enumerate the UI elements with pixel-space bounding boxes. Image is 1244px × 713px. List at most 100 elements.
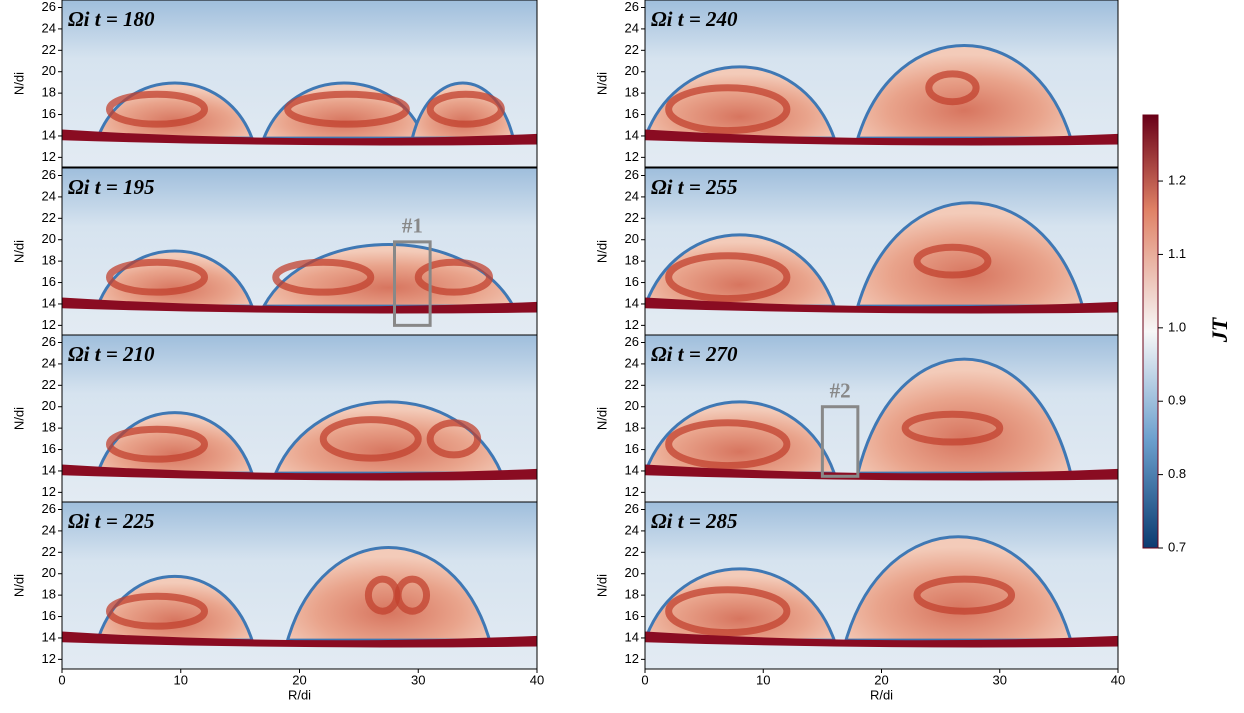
- current-sheet: [62, 631, 537, 648]
- colorbar-tick-label: 1.2: [1168, 172, 1186, 187]
- rope-core: [106, 90, 208, 128]
- y-tick-label: 26: [625, 167, 639, 182]
- y-tick-label: 16: [625, 441, 639, 456]
- panel-title: Ωi t = 225: [68, 509, 155, 533]
- y-tick-label: 18: [625, 587, 639, 602]
- rope-core: [272, 258, 375, 296]
- y-tick-label: 26: [42, 334, 56, 349]
- y-axis-label: N/di: [11, 574, 26, 597]
- y-tick-label: 14: [42, 462, 56, 477]
- y-axis-label: N/di: [11, 240, 26, 263]
- y-tick-label: 12: [625, 149, 639, 164]
- rope-core: [284, 90, 410, 128]
- y-tick-label: 20: [625, 231, 639, 246]
- y-tick-label: 22: [625, 544, 639, 559]
- rope-core: [106, 258, 208, 296]
- y-tick-label: 20: [42, 398, 56, 413]
- y-axis-label: N/di: [594, 72, 609, 95]
- y-tick-label: 20: [625, 398, 639, 413]
- y-axis-label: N/di: [11, 407, 26, 430]
- panel-title: Ωi t = 285: [651, 509, 738, 533]
- y-tick-label: 18: [625, 420, 639, 435]
- y-tick-label: 12: [42, 149, 56, 164]
- current-sheet: [62, 297, 537, 314]
- y-tick-label: 16: [625, 274, 639, 289]
- x-tick-label: 30: [993, 672, 1007, 687]
- y-tick-label: 20: [42, 565, 56, 580]
- x-tick-label: 40: [530, 672, 544, 687]
- heatmap-panel: 12 14 16 18 20 22 24 26 N/di Ωi t = 240: [594, 0, 1119, 168]
- y-tick-label: 22: [625, 210, 639, 225]
- heatmap-panel: 12 14 16 18 20 22 24 26 N/di Ωi t = 255: [594, 167, 1119, 336]
- y-tick-label: 14: [625, 629, 639, 644]
- panel-title: Ωi t = 195: [68, 175, 155, 199]
- y-tick-label: 26: [625, 501, 639, 516]
- current-sheet: [645, 631, 1118, 648]
- y-tick-label: 24: [625, 20, 639, 35]
- rope-core: [913, 575, 1016, 615]
- annotation-box: [393, 240, 432, 327]
- y-tick-label: 16: [42, 274, 56, 289]
- rope-core: [426, 419, 482, 459]
- y-tick-label: 20: [625, 63, 639, 78]
- y-tick-label: 18: [42, 85, 56, 100]
- rope-core: [414, 258, 493, 296]
- y-tick-label: 26: [625, 0, 639, 14]
- y-tick-label: 24: [42, 188, 56, 203]
- y-tick-label: 12: [625, 651, 639, 666]
- x-tick-label: 30: [411, 672, 425, 687]
- y-tick-label: 22: [42, 377, 56, 392]
- colorbar-tick-label: 1.1: [1168, 246, 1186, 261]
- rope-core: [925, 70, 980, 106]
- y-tick-label: 24: [625, 355, 639, 370]
- y-tick-label: 24: [625, 188, 639, 203]
- rope-core: [106, 592, 208, 630]
- x-tick-label: 10: [174, 672, 188, 687]
- y-tick-label: 14: [42, 295, 56, 310]
- rope-core: [319, 416, 422, 462]
- y-tick-label: 18: [625, 85, 639, 100]
- current-sheet: [62, 129, 537, 146]
- colorbar-label: JT: [1207, 316, 1232, 343]
- y-tick-label: 12: [625, 317, 639, 332]
- y-tick-label: 16: [625, 608, 639, 623]
- field: [62, 0, 537, 167]
- rope-core: [426, 90, 505, 128]
- panel-title: Ωi t = 240: [651, 7, 738, 31]
- y-axis-label: N/di: [594, 574, 609, 597]
- rope-core: [394, 575, 431, 615]
- y-tick-label: 12: [42, 317, 56, 332]
- flux-rope: [855, 201, 1085, 308]
- y-axis-label: N/di: [594, 240, 609, 263]
- y-tick-label: 26: [42, 501, 56, 516]
- y-tick-label: 18: [625, 253, 639, 268]
- y-tick-label: 24: [625, 522, 639, 537]
- y-tick-label: 14: [625, 127, 639, 142]
- heatmap-panel: 12 14 16 18 20 22 24 26 N/di Ωi t = 180: [11, 0, 538, 168]
- flux-rope: [645, 567, 837, 642]
- y-tick-label: 22: [625, 42, 639, 57]
- y-tick-label: 22: [625, 377, 639, 392]
- current-sheet: [645, 464, 1118, 481]
- rope-core: [665, 586, 791, 637]
- y-tick-label: 16: [42, 441, 56, 456]
- rope-core: [665, 84, 791, 135]
- x-tick-label: 20: [874, 672, 888, 687]
- y-tick-label: 14: [625, 462, 639, 477]
- colorbar-tick-label: 0.8: [1168, 466, 1186, 481]
- y-tick-label: 24: [42, 522, 56, 537]
- field: [62, 168, 537, 335]
- y-tick-label: 24: [42, 355, 56, 370]
- colorbar-tick-label: 0.9: [1168, 393, 1186, 408]
- y-tick-label: 26: [625, 334, 639, 349]
- annotation: #1: [402, 214, 423, 238]
- current-sheet: [62, 464, 537, 481]
- flux-rope: [285, 546, 492, 642]
- y-tick-label: 12: [42, 484, 56, 499]
- rope-core: [106, 425, 208, 463]
- colorbar: [1142, 114, 1159, 549]
- rope-core: [665, 252, 791, 303]
- flux-rope: [645, 233, 837, 308]
- y-tick-label: 16: [42, 106, 56, 121]
- flux-rope: [855, 44, 1073, 140]
